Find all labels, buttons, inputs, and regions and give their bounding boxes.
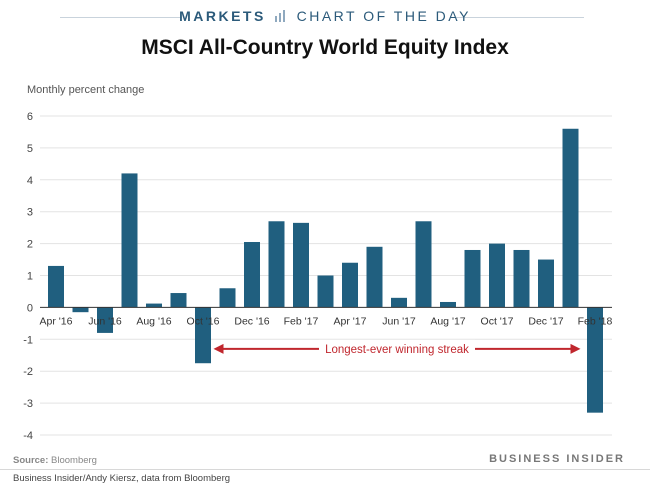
x-tick-label: Jun '17 [382,315,416,327]
x-tick-label: Dec '16 [234,315,269,327]
banner-chart-of-the-day: CHART OF THE DAY [296,8,471,24]
annotation-arrowhead-left [213,343,224,354]
x-tick-label: Oct '17 [481,315,514,327]
bar-Oct-17 [489,243,505,308]
x-tick-label: Aug '17 [430,315,465,327]
y-tick-label: 2 [27,239,33,251]
y-tick-label: 0 [27,302,33,314]
source-label: Source: [13,455,49,466]
bar-Jul-16 [121,173,138,308]
x-tick-label: Feb '17 [284,315,319,327]
bar-Sep-17 [464,249,481,308]
y-tick-label: -2 [23,366,33,378]
bar-Dec-16 [244,242,260,308]
banner-text: MARKETS CHART OF THE DAY [0,8,650,24]
x-tick-label: Apr '17 [334,315,367,327]
y-tick-label: 4 [27,175,33,187]
brand-logo: BUSINESS INSIDER [489,453,625,465]
bar-Aug-17 [440,301,456,308]
x-tick-label: Jun '16 [88,315,122,327]
bar-Apr-17 [342,262,358,308]
bar-Feb-17 [293,222,309,308]
x-tick-label: Oct '16 [187,315,220,327]
source-note: Source: Bloomberg [13,455,97,466]
bar-Jun-16 [97,307,113,333]
annotation-label-bg [319,339,475,358]
bar-chart-icon [275,10,286,22]
x-tick-label: Dec '17 [528,315,563,327]
bar-Feb-18 [587,307,603,413]
source-value: Bloomberg [51,455,97,466]
footer-divider [0,469,650,470]
bar-Jan-18 [562,128,579,308]
banner-markets: MARKETS [179,8,266,24]
bar-Jul-17 [415,221,432,308]
chart-of-the-day-banner: MARKETS CHART OF THE DAY [0,8,650,28]
annotation-label: Longest-ever winning streak [325,344,469,356]
y-tick-label: 5 [27,143,33,155]
x-tick-label: Apr '16 [40,315,73,327]
credit-line: Business Insider/Andy Kiersz, data from … [13,473,231,484]
y-tick-label: -1 [23,334,33,346]
bar-May-16 [72,307,89,313]
banner-rule-right [456,17,584,18]
bar-May-17 [366,246,383,308]
bar-Dec-17 [538,259,554,308]
y-tick-label: -4 [23,430,33,442]
bar-Aug-16 [146,303,162,308]
bar-Oct-16 [195,307,211,364]
x-tick-label: Aug '16 [136,315,171,327]
annotation-arrowhead-right [570,343,581,354]
y-axis-label: Monthly percent change [27,84,145,96]
bar-Apr-16 [48,265,64,308]
bar-Sep-16 [170,293,187,308]
banner-rule-left [60,17,182,18]
chart-title: MSCI All-Country World Equity Index [141,36,509,59]
x-tick-label: Feb '18 [578,315,613,327]
bar-Jun-17 [391,297,407,308]
bar-Nov-16 [219,288,236,308]
bar-chart: -4 -3 -2 -1 0 1 2 3 4 5 6 Apr '16 Jun '16 Aug '16 Oct … [23,111,613,442]
bar-Nov-17 [513,249,530,308]
bar-Jan-17 [268,221,285,308]
y-tick-label: 3 [27,207,33,219]
y-tick-label: -3 [23,398,33,410]
y-tick-label: 6 [27,111,33,123]
y-tick-label: 1 [27,271,33,283]
bar-Mar-17 [317,275,334,308]
